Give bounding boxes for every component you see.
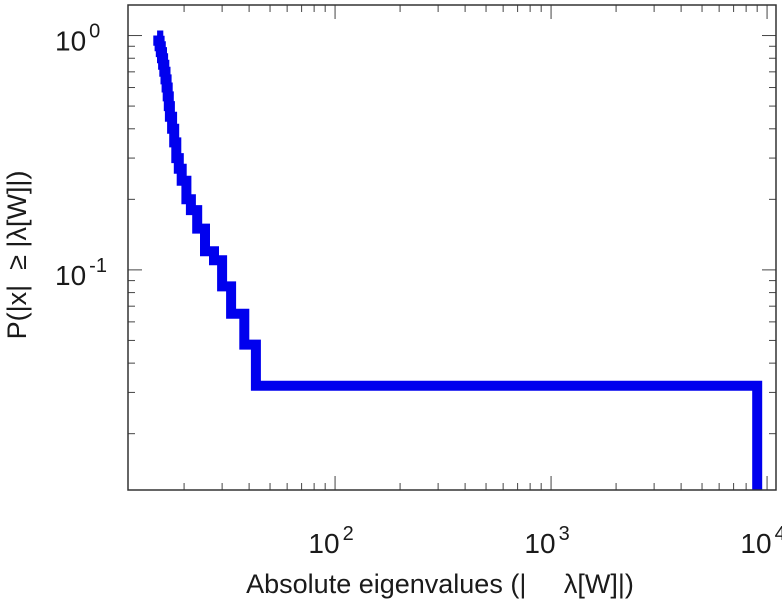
x-tick-label: 10 3 <box>524 523 569 559</box>
series-line-0 <box>153 30 763 490</box>
plot-frame <box>127 4 777 491</box>
x-tick-label: 10 2 <box>308 523 353 559</box>
y-axis-label: P(|x| ≥ |λ[W]|) <box>2 171 32 340</box>
y-tick-label: 10 0 <box>55 21 100 57</box>
x-tick-label: 10 4 <box>740 523 782 559</box>
x-tick-labels: 10 2 10 3 10 4 <box>308 523 782 559</box>
y-tick-label: 10 -1 <box>55 255 107 291</box>
minor-ticks <box>128 5 776 490</box>
series-layer <box>153 30 763 490</box>
x-axis-label: Absolute eigenvalues (| λ[W]|) <box>246 569 634 599</box>
